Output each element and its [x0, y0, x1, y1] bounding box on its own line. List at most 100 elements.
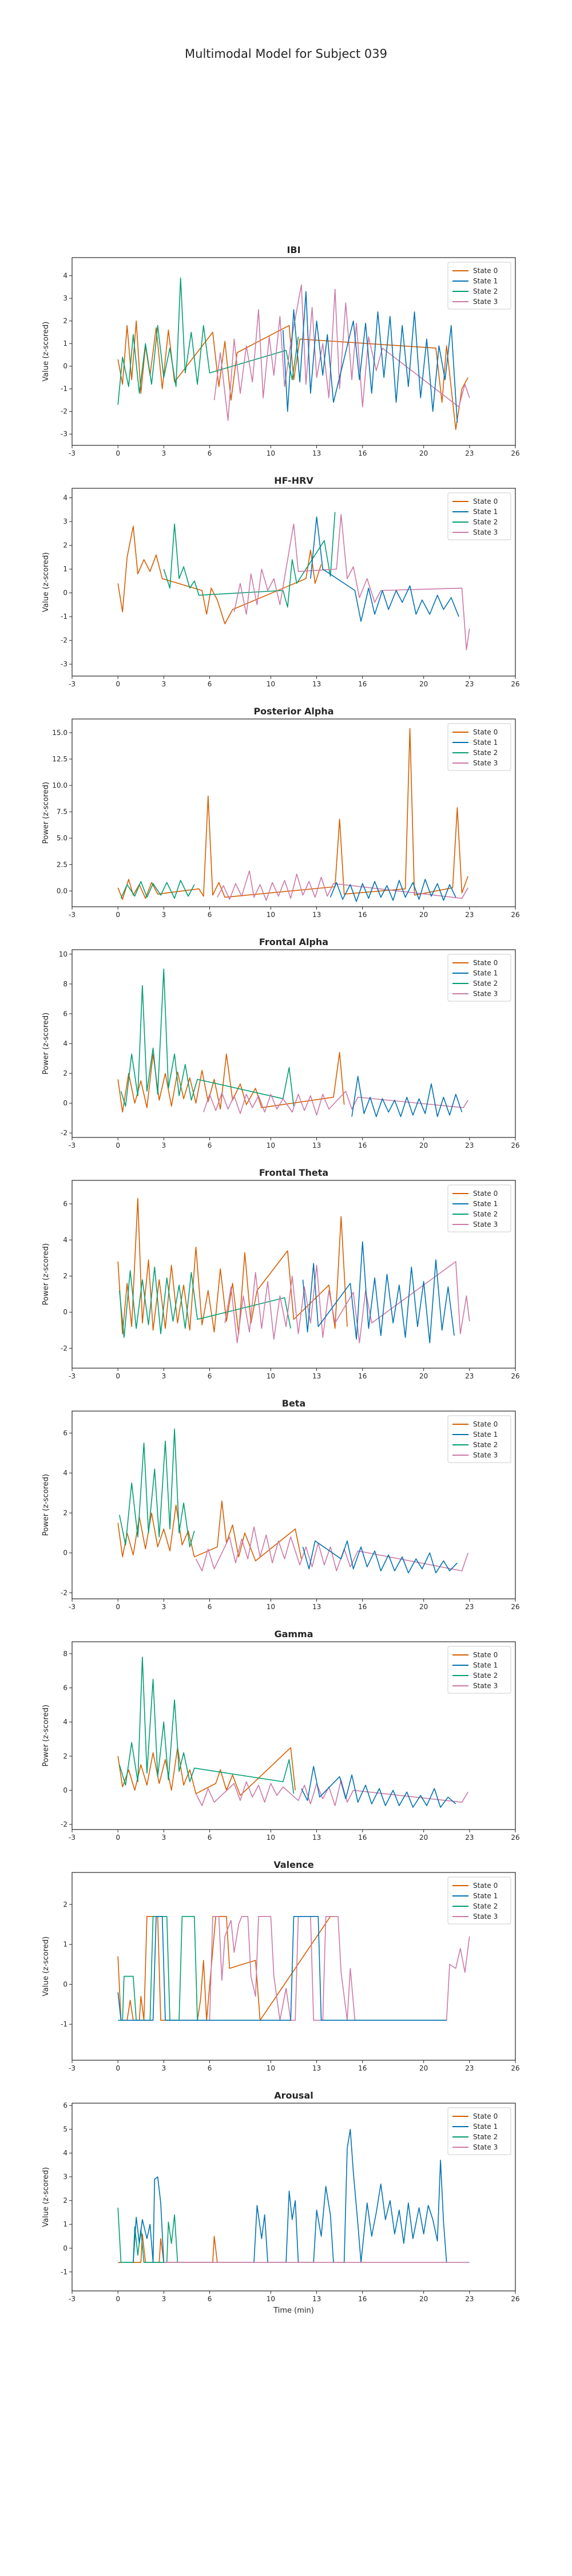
x-tick-label: 6 [208, 1372, 212, 1380]
x-tick-label: 10 [267, 449, 275, 457]
x-tick-label: 20 [419, 911, 428, 919]
y-tick-label: 4 [63, 1040, 67, 1048]
x-tick-label: 20 [419, 1141, 428, 1149]
x-tick-label: 16 [358, 2295, 367, 2303]
legend-entry: State 1 [473, 1892, 498, 1900]
x-tick-label: 26 [511, 1603, 519, 1611]
y-tick-label: 2.5 [57, 860, 67, 868]
x-tick-label: 6 [208, 1141, 212, 1149]
axes-frame [72, 1872, 516, 2061]
x-tick-label: 3 [162, 911, 166, 919]
axes-frame [72, 1180, 516, 1369]
x-tick-label: 6 [208, 449, 212, 457]
y-tick-label: -2 [61, 1589, 67, 1597]
y-tick-label: 12.5 [52, 755, 67, 763]
y-tick-label: 1 [63, 2221, 67, 2229]
y-tick-label: 2 [63, 542, 67, 550]
legend-entry: State 3 [473, 2143, 498, 2151]
series-line-state-1 [302, 1540, 458, 1574]
y-axis-label: Power (z-scored) [42, 1474, 50, 1536]
x-tick-label: 0 [116, 1372, 120, 1380]
axes-frame [72, 1411, 516, 1599]
y-tick-label: 2 [63, 1272, 67, 1280]
legend-entry: State 1 [473, 508, 498, 516]
y-tick-label: 1 [63, 1941, 67, 1949]
x-tick-label: 20 [419, 449, 428, 457]
chart-title: Frontal Theta [259, 1167, 328, 1178]
legend-entry: State 0 [473, 1190, 498, 1198]
y-tick-label: 0 [63, 2244, 67, 2252]
legend-entry: State 0 [473, 2112, 498, 2120]
x-tick-label: -3 [69, 2064, 76, 2072]
y-tick-label: -2 [61, 408, 67, 416]
legend-entry: State 3 [473, 1682, 498, 1690]
series-line-state-1 [310, 516, 459, 622]
y-tick-label: 4 [63, 1718, 67, 1726]
legend: State 0 State 1 State 2 State 3 [447, 1646, 511, 1694]
legend-entry: State 3 [473, 1913, 498, 1921]
x-tick-label: 13 [312, 911, 321, 919]
x-tick-label: 26 [511, 1372, 519, 1380]
y-tick-label: 2 [63, 1509, 67, 1517]
chart-title: Valence [273, 1859, 314, 1870]
x-tick-label: 10 [267, 680, 275, 688]
axes-frame [72, 257, 516, 446]
y-tick-label: 2 [63, 2196, 67, 2204]
legend-entry: State 3 [473, 298, 498, 306]
x-tick-label: -3 [69, 2295, 76, 2303]
legend: State 0 State 1 State 2 State 3 [447, 262, 511, 310]
series-line-state-0 [117, 1052, 345, 1113]
legend-box [447, 723, 511, 771]
legend-entry: State 1 [473, 1431, 498, 1439]
x-tick-label: 0 [116, 911, 120, 919]
x-tick-label: 6 [208, 1603, 212, 1611]
x-tick-label: 3 [162, 2295, 166, 2303]
legend-entry: State 1 [473, 969, 498, 977]
y-tick-label: 5.0 [57, 834, 67, 842]
x-tick-label: 10 [267, 2295, 275, 2303]
x-tick-label: 0 [116, 680, 120, 688]
x-tick-label: 6 [208, 1834, 212, 1842]
legend: State 0 State 1 State 2 State 3 [447, 723, 511, 771]
legend-entry: State 2 [473, 1902, 498, 1910]
y-tick-label: -1 [61, 385, 67, 393]
y-tick-label: 3 [63, 294, 67, 302]
series-line-state-2 [119, 1428, 195, 1548]
chart-title: IBI [287, 244, 300, 255]
legend-entry: State 3 [473, 1451, 498, 1459]
y-tick-label: 8 [63, 1650, 67, 1658]
legend-entry: State 1 [473, 277, 498, 285]
x-tick-label: 23 [465, 911, 474, 919]
series-line-state-3 [195, 1779, 468, 1807]
x-tick-label: 0 [116, 449, 120, 457]
legend-entry: State 2 [473, 1210, 498, 1218]
x-tick-label: -3 [69, 911, 76, 919]
legend-box [447, 492, 511, 540]
x-tick-label: 20 [419, 2064, 428, 2072]
chart-panel-posterior-alpha: Posterior Alpha Power (z-scored) -3 0 3 6 10 13… [42, 706, 520, 919]
legend-entry: State 1 [473, 2123, 498, 2131]
x-tick-label: 13 [312, 1603, 321, 1611]
x-tick-label: -3 [69, 680, 76, 688]
x-tick-label: 6 [208, 2064, 212, 2072]
y-axis-label: Power (z-scored) [42, 782, 50, 844]
x-tick-label: 20 [419, 1372, 428, 1380]
legend-box [447, 262, 511, 310]
y-axis-label: Value (z-scored) [42, 322, 50, 382]
y-tick-label: 2 [63, 1069, 67, 1077]
x-tick-label: 10 [267, 1834, 275, 1842]
x-tick-label: 3 [162, 2064, 166, 2072]
axes-frame [72, 949, 516, 1138]
x-tick-label: 16 [358, 1372, 367, 1380]
series-line-state-1 [301, 1765, 456, 1808]
legend: State 0 State 1 State 2 State 3 [447, 1415, 511, 1463]
legend-box [447, 954, 511, 1002]
x-tick-label: 26 [511, 2295, 519, 2303]
y-tick-label: 1 [63, 565, 67, 573]
x-tick-label: 23 [465, 1141, 474, 1149]
y-tick-label: 6 [63, 1684, 67, 1692]
legend-entry: State 2 [473, 1672, 498, 1680]
